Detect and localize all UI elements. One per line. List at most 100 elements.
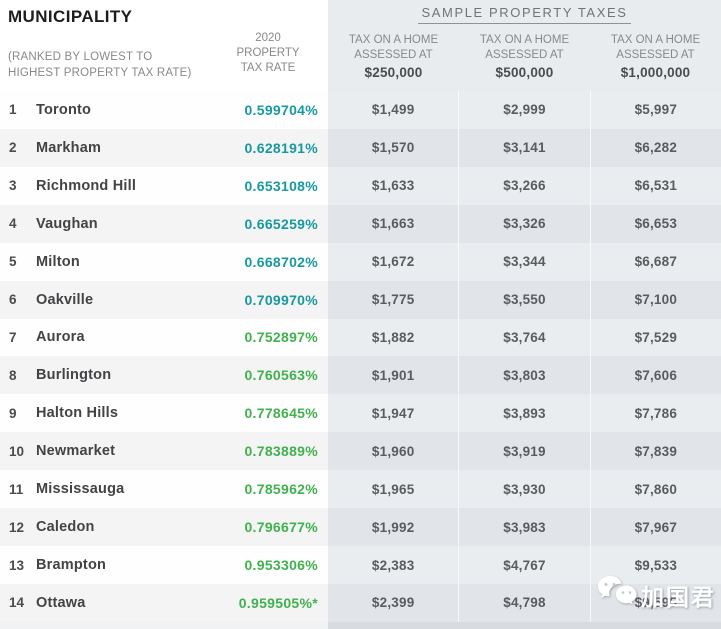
column-header-500k: TAX ON A HOME ASSESSED AT $500,000 <box>459 33 590 81</box>
row-left-section: 10 Newmarket 0.783889% <box>0 432 328 471</box>
tax-500k-value: $3,266 <box>458 166 589 205</box>
column-header-500k-line2: ASSESSED AT <box>485 48 564 61</box>
municipality-name: Burlington <box>36 367 112 384</box>
table-row: 1 Toronto 0.599704% $1,499 $2,999 $5,997 <box>0 91 721 129</box>
tax-500k-value: $4,798 <box>458 583 589 622</box>
municipality-name: Halton Hills <box>36 405 119 422</box>
row-right-section: $1,901 $3,803 $7,606 <box>328 356 721 395</box>
municipality-name: Mississauga <box>36 481 125 498</box>
row-left-section: 7 Aurora 0.752897% <box>0 318 328 357</box>
column-header-1m-line1: TAX ON A HOME <box>610 34 701 46</box>
tax-250k-value: $1,663 <box>371 216 415 232</box>
tax-250k-value: $1,901 <box>371 367 415 383</box>
row-left-section: 11 Mississauga 0.785962% <box>0 470 328 509</box>
tax-rate-value: 0.796677% <box>244 519 318 536</box>
rank-number: 2 <box>9 140 17 156</box>
row-right-section: $1,947 $3,893 $7,786 <box>328 394 721 433</box>
row-right-section: $1,499 $2,999 $5,997 <box>328 91 721 129</box>
tax-1m-value: $6,531 <box>589 166 721 205</box>
row-right-section: $1,633 $3,266 $6,531 <box>328 166 721 205</box>
row-left-section: 6 Oakville 0.709970% <box>0 280 328 319</box>
rate-column-header-line1: 2020 <box>255 32 281 44</box>
tax-1m-value: $6,282 <box>589 128 721 167</box>
row-left-section: 14 Ottawa 0.959505%* <box>0 583 328 622</box>
sample-taxes-title: SAMPLE PROPERTY TAXES <box>418 5 631 24</box>
tax-1m-value: $9,595 <box>589 583 721 622</box>
row-right-section: $1,672 $3,344 $6,687 <box>328 242 721 281</box>
municipality-name: Vaughan <box>36 215 98 232</box>
table-row: 9 Halton Hills 0.778645% $1,947 $3,893 $… <box>0 394 721 433</box>
tax-250k-value: $2,383 <box>371 557 415 573</box>
municipality-name: Aurora <box>36 329 85 346</box>
municipality-subtitle-line1: (RANKED BY LOWEST TO <box>8 51 153 63</box>
row-left-section: 1 Toronto 0.599704% <box>0 91 328 129</box>
tax-rate-value: 0.760563% <box>244 367 318 384</box>
tax-rate-value: 0.778645% <box>244 405 318 422</box>
tax-rate-value: 0.953306% <box>244 557 318 574</box>
column-header-250k: TAX ON A HOME ASSESSED AT $250,000 <box>328 33 459 81</box>
row-left-section: 3 Richmond Hill 0.653108% <box>0 166 328 205</box>
column-header-500k-line1: TAX ON A HOME <box>479 34 570 46</box>
tax-500k-value: $3,764 <box>458 318 589 357</box>
column-header-250k-amount: $250,000 <box>364 64 423 80</box>
tax-250k-value: $1,960 <box>371 443 415 459</box>
rank-number: 5 <box>9 254 17 270</box>
table-row: 10 Newmarket 0.783889% $1,960 $3,919 $7,… <box>0 432 721 471</box>
tax-500k-value: $3,919 <box>458 432 589 471</box>
column-header-250k-line1: TAX ON A HOME <box>348 34 439 46</box>
municipality-name: Newmarket <box>36 443 116 460</box>
tax-1m-value: $7,839 <box>589 432 721 471</box>
row-left-section: 4 Vaughan 0.665259% <box>0 204 328 243</box>
municipality-name: Brampton <box>36 557 107 574</box>
table-row: 13 Brampton 0.953306% $2,383 $4,767 $9,5… <box>0 546 721 584</box>
table-row: 11 Mississauga 0.785962% $1,965 $3,930 $… <box>0 470 721 509</box>
tax-500k-value: $3,344 <box>458 242 589 281</box>
rank-number: 10 <box>9 443 25 459</box>
municipality-name: Markham <box>36 139 102 156</box>
rate-column-header-line2: PROPERTY <box>236 47 300 60</box>
rank-number: 9 <box>9 405 17 421</box>
tax-250k-value: $1,499 <box>371 102 415 118</box>
tax-1m-value: $7,967 <box>589 508 721 547</box>
table-header: MUNICIPALITY (RANKED BY LOWEST TO HIGHES… <box>0 0 721 91</box>
municipality-name: Milton <box>36 253 80 270</box>
tax-rate-value: 0.628191% <box>244 139 318 156</box>
row-right-section: $1,570 $3,141 $6,282 <box>328 128 721 167</box>
tax-500k-value: $3,983 <box>458 508 589 547</box>
tax-rate-value: 0.783889% <box>244 443 318 460</box>
sample-taxes-header-block: SAMPLE PROPERTY TAXES TAX ON A HOME ASSE… <box>328 0 721 91</box>
row-right-section: $1,775 $3,550 $7,100 <box>328 280 721 319</box>
row-right-section: $1,965 $3,930 $7,860 <box>328 470 721 509</box>
tax-250k-value: $1,882 <box>371 329 415 345</box>
row-left-section: 5 Milton 0.668702% <box>0 242 328 281</box>
column-header-1m-amount: $1,000,000 <box>620 64 691 80</box>
tax-500k-value: $3,893 <box>458 394 589 433</box>
rank-number: 4 <box>9 216 17 232</box>
rate-column-header: 2020 PROPERTY TAX RATE <box>224 31 312 77</box>
bottom-strip-right <box>328 622 721 629</box>
bottom-strip <box>0 622 721 629</box>
row-left-section: 2 Markham 0.628191% <box>0 128 328 167</box>
tax-500k-value: $3,550 <box>458 280 589 319</box>
table-row: 6 Oakville 0.709970% $1,775 $3,550 $7,10… <box>0 280 721 319</box>
tax-250k-value: $1,992 <box>371 519 415 535</box>
tax-500k-value: $3,803 <box>458 356 589 395</box>
municipality-name: Ottawa <box>36 594 86 611</box>
municipality-subtitle-line2: HIGHEST PROPERTY TAX RATE) <box>8 66 192 79</box>
column-header-1m: TAX ON A HOME ASSESSED AT $1,000,000 <box>590 33 721 81</box>
municipality-header-block: MUNICIPALITY (RANKED BY LOWEST TO HIGHES… <box>0 0 328 91</box>
tax-500k-value: $3,141 <box>458 128 589 167</box>
table-row: 5 Milton 0.668702% $1,672 $3,344 $6,687 <box>0 242 721 281</box>
table-row: 8 Burlington 0.760563% $1,901 $3,803 $7,… <box>0 356 721 395</box>
tax-250k-value: $1,947 <box>371 405 415 421</box>
rank-number: 6 <box>9 292 17 308</box>
tax-1m-value: $9,533 <box>589 546 721 584</box>
rank-number: 12 <box>9 519 25 535</box>
row-right-section: $1,882 $3,764 $7,529 <box>328 318 721 357</box>
rank-number: 14 <box>9 595 25 611</box>
tax-500k-value: $3,326 <box>458 204 589 243</box>
rank-number: 11 <box>9 481 24 497</box>
table-row: 7 Aurora 0.752897% $1,882 $3,764 $7,529 <box>0 318 721 357</box>
table-row: 2 Markham 0.628191% $1,570 $3,141 $6,282 <box>0 128 721 167</box>
